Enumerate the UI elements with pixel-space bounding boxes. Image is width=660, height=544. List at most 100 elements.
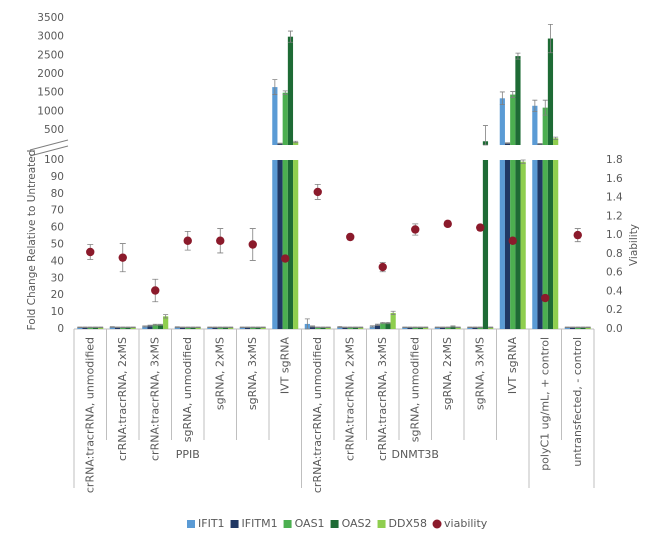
bar bbox=[282, 160, 288, 329]
y-tick-label: 0 bbox=[57, 323, 64, 335]
bar bbox=[585, 327, 591, 329]
viability-point bbox=[541, 293, 550, 303]
bar bbox=[277, 160, 283, 329]
bar bbox=[482, 160, 489, 329]
error-bar bbox=[547, 23, 553, 54]
bar bbox=[82, 327, 88, 329]
bar bbox=[217, 327, 223, 329]
error-bar bbox=[310, 325, 316, 328]
bar bbox=[179, 327, 186, 329]
bar bbox=[293, 160, 299, 329]
error-bar bbox=[342, 326, 348, 329]
bar bbox=[260, 327, 266, 329]
bar bbox=[417, 327, 424, 329]
y-tick-label: 70 bbox=[51, 205, 64, 217]
legend-label: OAS1 bbox=[295, 517, 325, 530]
error-bar bbox=[207, 326, 213, 329]
bar bbox=[255, 327, 261, 329]
error-bar bbox=[325, 326, 331, 329]
bar bbox=[185, 327, 191, 329]
y-tick-label: 3500 bbox=[37, 12, 64, 24]
bar bbox=[337, 326, 343, 329]
error-bar bbox=[82, 326, 88, 329]
y-tick-label: 90 bbox=[51, 171, 64, 183]
y2-tick-label: 0.8 bbox=[606, 248, 623, 260]
bar bbox=[157, 324, 164, 329]
bar bbox=[309, 326, 316, 329]
bar bbox=[244, 327, 251, 329]
error-bar bbox=[510, 91, 516, 98]
y-tick-label: 30 bbox=[51, 272, 64, 284]
error-bar bbox=[287, 30, 293, 43]
bar bbox=[423, 327, 429, 329]
bar-upper bbox=[510, 94, 516, 145]
error-bar bbox=[488, 326, 494, 329]
x-tick-label: sgRNA, unmodified bbox=[181, 337, 194, 442]
y2-tick-label: 1.0 bbox=[606, 229, 623, 241]
bar bbox=[575, 327, 581, 329]
error-bar bbox=[532, 99, 538, 112]
bar bbox=[472, 327, 478, 329]
error-bar bbox=[277, 142, 283, 145]
x-tick-label: sgRNA, 3xMS bbox=[246, 337, 259, 410]
bar bbox=[320, 327, 326, 329]
x-tick-label: sgRNA, 3xMS bbox=[473, 337, 486, 410]
bar bbox=[369, 326, 375, 329]
y-tick-label: 40 bbox=[51, 255, 64, 267]
legend-label: DDX58 bbox=[389, 517, 427, 530]
bar bbox=[439, 327, 446, 329]
error-bar bbox=[434, 326, 440, 329]
error-bar bbox=[537, 143, 543, 145]
error-bar bbox=[542, 99, 548, 116]
viability-point bbox=[411, 225, 420, 234]
bar bbox=[130, 327, 136, 329]
bar bbox=[77, 327, 83, 329]
bar bbox=[374, 324, 381, 329]
error-bar bbox=[115, 326, 121, 329]
error-bar bbox=[450, 325, 456, 328]
error-bar bbox=[212, 326, 218, 329]
error-bar bbox=[272, 79, 278, 95]
legend-swatch bbox=[283, 520, 292, 528]
error-bar bbox=[260, 326, 266, 329]
viability-point bbox=[346, 232, 355, 242]
bar bbox=[222, 327, 229, 329]
bar bbox=[515, 160, 521, 329]
error-bar bbox=[520, 159, 526, 164]
bar bbox=[488, 327, 494, 329]
bar bbox=[504, 160, 511, 329]
bar-upper bbox=[293, 142, 299, 145]
y-tick-label: 500 bbox=[44, 124, 64, 136]
error-bar bbox=[98, 326, 104, 329]
x-tick-label: crRNA:tracrRNA, 2xMS bbox=[343, 337, 356, 461]
error-bar bbox=[195, 326, 201, 329]
error-bar bbox=[390, 310, 396, 316]
viability-point bbox=[508, 236, 517, 245]
legend-label: viability bbox=[444, 517, 488, 530]
bar bbox=[569, 327, 576, 329]
bar bbox=[380, 323, 386, 329]
error-bar bbox=[564, 326, 570, 329]
bar bbox=[239, 327, 245, 329]
y-tick-label: 80 bbox=[51, 188, 64, 200]
x-tick-label: IVT sgRNA bbox=[506, 337, 519, 395]
error-bar bbox=[174, 326, 180, 328]
error-bar bbox=[423, 326, 429, 329]
legend-marker bbox=[432, 519, 442, 529]
error-bar bbox=[217, 326, 223, 329]
bar bbox=[212, 327, 218, 329]
y2-tick-label: 0.6 bbox=[606, 267, 623, 279]
error-bar bbox=[185, 326, 191, 329]
viability-point bbox=[281, 254, 290, 263]
error-bar bbox=[380, 322, 386, 325]
bar bbox=[250, 327, 256, 329]
error-bar bbox=[553, 136, 559, 140]
x-tick-label: sgRNA, unmodified bbox=[408, 337, 421, 442]
bar-upper bbox=[547, 38, 554, 146]
group-label: PPIB bbox=[176, 448, 200, 461]
viability-point bbox=[216, 236, 225, 245]
bar bbox=[174, 327, 180, 329]
y-tick-label: 1000 bbox=[37, 105, 64, 117]
bar-upper bbox=[282, 92, 288, 145]
y-tick-label: 2000 bbox=[37, 68, 64, 80]
